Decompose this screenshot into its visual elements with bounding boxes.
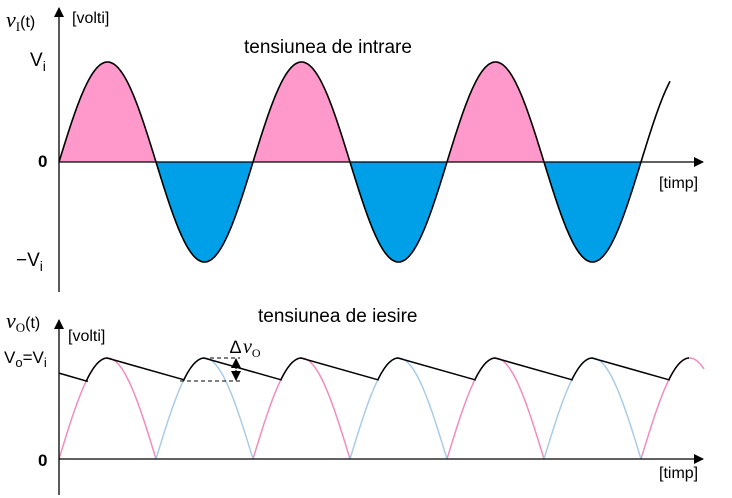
input-tick-neg-peak: −Vi bbox=[16, 250, 43, 274]
output-y-unit: [volti] bbox=[68, 328, 105, 345]
input-sine-curve bbox=[58, 61, 671, 263]
ripple-label: ∆ vO bbox=[230, 336, 261, 360]
positive-half-cycles bbox=[59, 62, 544, 162]
output-tick-peak: Vo=Vi bbox=[4, 348, 47, 370]
input-chart-title: tensiunea de intrare bbox=[244, 37, 412, 58]
output-y-label: vO(t) bbox=[6, 308, 40, 335]
input-y-label: vI(t) bbox=[6, 7, 35, 34]
rectified-blue-arcs bbox=[155, 357, 642, 460]
negative-half-cycles bbox=[156, 162, 641, 262]
output-chart-title: tensiunea de iesire bbox=[258, 306, 418, 327]
output-tick-zero: 0 bbox=[38, 451, 47, 470]
output-voltage-chart: tensiunea de iesire vO(t) [volti] Vo=Vi … bbox=[4, 306, 705, 495]
input-y-unit: [volti] bbox=[72, 10, 109, 27]
input-x-unit: [timp] bbox=[659, 175, 698, 192]
input-tick-peak: Vi bbox=[30, 50, 46, 74]
input-tick-zero: 0 bbox=[38, 152, 47, 171]
output-ripple-envelope bbox=[58, 357, 690, 383]
output-x-unit: [timp] bbox=[659, 465, 698, 482]
input-voltage-chart: tensiunea de intrare vI(t) [volti] Vi 0 … bbox=[6, 7, 704, 292]
